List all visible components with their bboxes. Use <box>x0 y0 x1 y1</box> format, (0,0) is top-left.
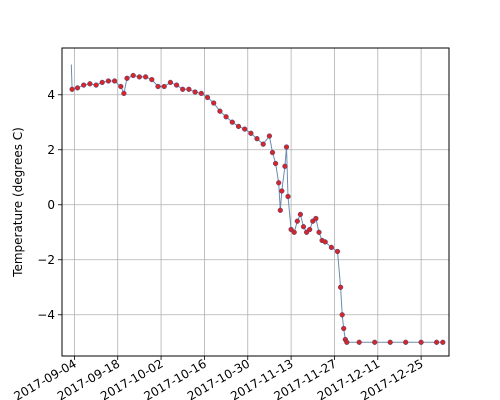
data-point <box>356 339 362 345</box>
data-point <box>276 180 282 186</box>
data-point <box>307 226 313 233</box>
data-point <box>334 248 341 255</box>
data-point <box>283 144 290 150</box>
data-point <box>111 78 118 84</box>
data-point <box>130 72 136 79</box>
data-point <box>124 75 130 81</box>
data-point <box>74 85 81 91</box>
data-point <box>217 108 223 114</box>
y-axis-label: Temperature (degrees C) <box>11 127 25 278</box>
data-point <box>93 82 99 88</box>
data-point <box>269 149 276 156</box>
data-point <box>248 130 254 136</box>
data-point <box>266 133 273 139</box>
data-point <box>372 339 378 345</box>
data-point <box>279 188 285 194</box>
y-tick-label: 4 <box>47 88 55 102</box>
data-point <box>339 312 345 318</box>
data-point <box>277 207 283 213</box>
data-point <box>418 339 424 345</box>
data-point <box>434 339 440 345</box>
data-point <box>121 90 127 97</box>
data-point <box>440 339 446 345</box>
data-point <box>155 83 161 90</box>
plot-data <box>69 64 446 345</box>
data-point <box>300 224 307 230</box>
data-point <box>136 74 143 80</box>
data-point <box>161 83 167 90</box>
y-tick-label: 0 <box>47 198 55 212</box>
data-point <box>338 284 344 290</box>
data-point <box>192 89 198 95</box>
data-point <box>273 160 279 167</box>
data-point <box>211 100 217 106</box>
data-point <box>403 339 409 345</box>
axis-ticks: 2017-09-042017-09-182017-10-022017-10-16… <box>11 88 425 400</box>
data-point <box>174 82 180 88</box>
data-point <box>105 78 112 84</box>
data-point <box>291 229 297 235</box>
data-point <box>254 136 260 142</box>
data-point <box>223 114 229 120</box>
data-point <box>344 339 350 345</box>
data-point <box>81 82 87 88</box>
data-point <box>322 239 328 245</box>
data-point <box>167 79 174 86</box>
data-point <box>297 211 304 218</box>
data-point <box>387 339 393 345</box>
data-point <box>282 163 288 169</box>
data-point <box>328 244 335 251</box>
data-point <box>294 218 300 224</box>
data-point <box>198 90 204 97</box>
data-point <box>341 325 347 332</box>
y-tick-label: −2 <box>37 253 55 267</box>
data-point <box>260 141 266 147</box>
data-point <box>186 86 192 92</box>
axes-frame <box>61 47 450 357</box>
data-point <box>229 119 235 125</box>
data-point <box>69 86 75 92</box>
data-point <box>313 215 319 222</box>
data-point <box>143 74 149 80</box>
data-point <box>316 229 322 235</box>
data-point <box>87 81 93 87</box>
data-point <box>204 94 211 101</box>
data-point <box>118 83 124 90</box>
data-point <box>99 79 105 86</box>
y-tick-label: −4 <box>37 308 55 322</box>
series-line <box>70 64 443 343</box>
grid-lines <box>62 48 449 356</box>
data-point <box>235 123 242 130</box>
data-point <box>242 126 248 132</box>
data-point <box>180 86 186 92</box>
data-point <box>285 193 291 200</box>
data-point <box>149 76 155 83</box>
y-tick-label: 2 <box>47 143 55 157</box>
